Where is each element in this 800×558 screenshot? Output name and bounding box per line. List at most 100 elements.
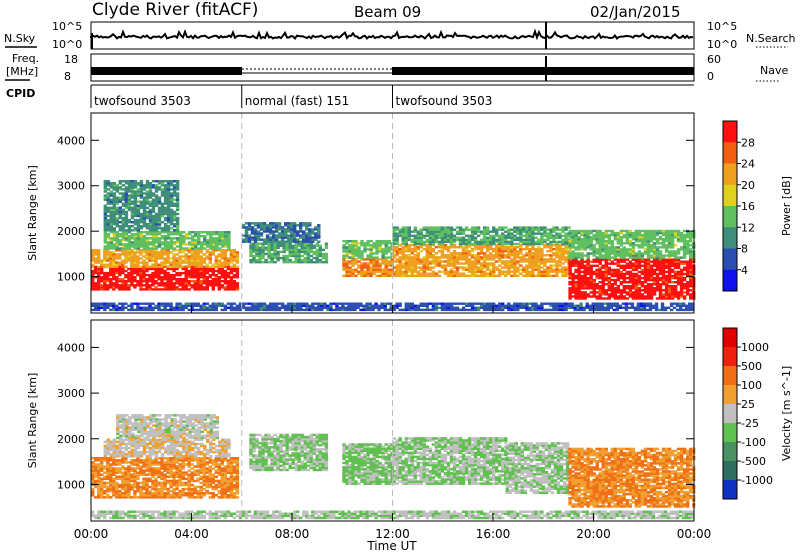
data-cell <box>154 286 157 288</box>
data-cell <box>495 269 498 271</box>
data-cell <box>360 250 363 252</box>
data-cell <box>629 265 632 267</box>
data-cell <box>206 255 209 257</box>
data-cell <box>116 207 119 209</box>
data-cell <box>465 275 468 277</box>
data-cell <box>683 277 686 279</box>
data-cell <box>468 275 471 277</box>
data-cell <box>233 276 236 278</box>
data-cell <box>140 205 143 207</box>
data-cell <box>113 243 116 245</box>
data-cell <box>540 252 543 254</box>
data-cell <box>264 259 267 261</box>
data-cell <box>674 236 677 238</box>
data-cell <box>348 240 351 242</box>
data-cell <box>152 215 155 217</box>
data-cell <box>510 243 513 245</box>
data-cell <box>170 205 173 207</box>
data-cell <box>97 266 100 268</box>
data-cell <box>468 250 471 252</box>
data-cell <box>154 282 157 284</box>
data-cell <box>568 242 571 244</box>
data-cell <box>116 245 119 247</box>
data-cell <box>611 256 614 258</box>
data-cell <box>513 243 516 245</box>
data-cell <box>272 230 275 232</box>
data-cell <box>173 223 176 225</box>
data-cell <box>160 255 163 257</box>
data-cell <box>275 239 278 241</box>
data-cell <box>584 254 587 256</box>
data-cell <box>507 260 510 262</box>
data-cell <box>411 244 414 246</box>
data-cell <box>662 238 665 240</box>
data-cell <box>191 268 194 270</box>
data-cell <box>653 236 656 238</box>
data-cell <box>441 260 444 262</box>
data-cell <box>435 239 438 241</box>
data-cell <box>269 236 272 238</box>
data-cell <box>602 236 605 238</box>
data-cell <box>447 260 450 262</box>
data-cell <box>480 243 483 245</box>
data-cell <box>659 295 662 297</box>
data-cell <box>626 242 629 244</box>
data-cell <box>115 276 118 278</box>
data-cell <box>665 236 668 238</box>
data-cell <box>577 242 580 244</box>
data-cell <box>626 277 629 279</box>
data-cell <box>543 226 546 228</box>
data-cell <box>197 241 200 243</box>
data-cell <box>323 305 326 307</box>
data-cell <box>113 227 116 229</box>
data-cell <box>260 309 263 311</box>
data-cell <box>122 213 125 215</box>
data-cell <box>587 230 590 232</box>
data-cell <box>402 264 405 266</box>
data-cell <box>317 241 320 243</box>
data-cell <box>179 231 182 233</box>
data-cell <box>495 252 498 254</box>
data-cell <box>671 281 674 283</box>
data-cell <box>264 261 267 263</box>
data-cell <box>662 273 665 275</box>
data-cell <box>501 271 504 273</box>
data-cell <box>590 269 593 271</box>
data-cell <box>537 264 540 266</box>
data-cell <box>593 234 596 236</box>
data-cell <box>635 259 638 261</box>
data-cell <box>571 236 574 238</box>
data-cell <box>154 280 157 282</box>
data-cell <box>140 182 143 184</box>
data-cell <box>537 269 540 271</box>
data-cell <box>408 226 411 228</box>
data-cell <box>167 182 170 184</box>
data-cell <box>623 265 626 267</box>
data-cell <box>173 241 176 243</box>
data-cell <box>632 287 635 289</box>
data-cell <box>91 249 94 251</box>
data-cell <box>525 243 528 245</box>
data-cell <box>429 226 432 228</box>
data-cell <box>552 226 555 228</box>
data-cell <box>203 241 206 243</box>
data-cell <box>568 287 571 289</box>
data-cell <box>617 242 620 244</box>
data-cell <box>689 259 692 261</box>
data-cell <box>275 305 278 307</box>
data-cell <box>385 275 388 277</box>
data-cell <box>396 252 399 254</box>
data-cell <box>614 269 617 271</box>
data-cell <box>683 261 686 263</box>
data-cell <box>408 229 411 231</box>
data-cell <box>623 246 626 248</box>
data-cell <box>166 282 169 284</box>
data-cell <box>450 264 453 266</box>
data-cell <box>106 259 109 261</box>
data-cell <box>305 303 308 305</box>
data-cell <box>353 309 356 311</box>
data-cell <box>549 243 552 245</box>
data-cell <box>345 242 348 244</box>
data-cell <box>308 309 311 311</box>
data-cell <box>146 231 149 233</box>
